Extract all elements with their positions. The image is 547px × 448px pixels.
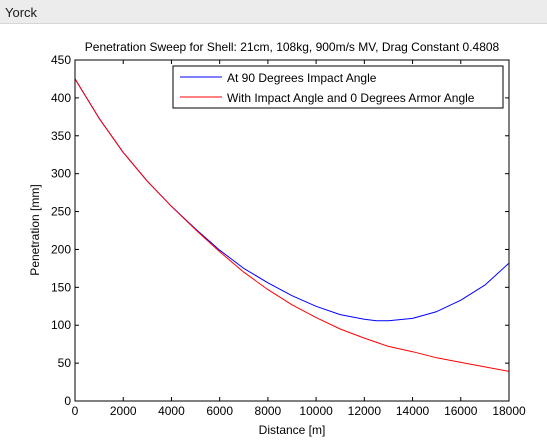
y-tick-label: 400 — [51, 91, 71, 105]
x-tick-label: 12000 — [348, 404, 382, 418]
x-tick-label: 14000 — [396, 404, 430, 418]
x-tick-label: 2000 — [110, 404, 137, 418]
x-tick-label: 8000 — [255, 404, 282, 418]
legend: At 90 Degrees Impact Angle With Impact A… — [172, 65, 504, 109]
legend-box — [172, 65, 504, 109]
chart-title: Penetration Sweep for Shell: 21cm, 108kg… — [85, 40, 500, 54]
y-axis-label: Penetration [mm] — [28, 184, 42, 275]
y-tick-label: 100 — [51, 318, 71, 332]
x-axis-label: Distance [m] — [259, 423, 326, 437]
x-tick-label: 6000 — [206, 404, 233, 418]
x-tick-label: 18000 — [492, 404, 526, 418]
x-tick-label: 16000 — [444, 404, 478, 418]
plot-frame — [74, 59, 510, 402]
y-tick-label: 350 — [51, 129, 71, 143]
y-tick-label: 300 — [51, 167, 71, 181]
window-titlebar: Yorck — [0, 0, 547, 24]
axis-ticks: 0 2000 4000 6000 8000 10000 12000 14000 16000 180… — [51, 53, 526, 418]
series-lines — [74, 78, 510, 372]
legend-label-series-2: With Impact Angle and 0 Degrees Armor An… — [227, 91, 475, 105]
y-tick-label: 0 — [64, 394, 71, 408]
legend-label-series-1: At 90 Degrees Impact Angle — [227, 71, 377, 85]
y-tick-label: 150 — [51, 280, 71, 294]
y-tick-label: 50 — [58, 356, 72, 370]
penetration-chart: Penetration Sweep for Shell: 21cm, 108kg… — [28, 40, 526, 437]
y-tick-label: 250 — [51, 205, 71, 219]
y-tick-label: 450 — [51, 53, 71, 67]
series-line-2 — [74, 78, 510, 372]
window-title: Yorck — [5, 5, 38, 20]
x-tick-label: 0 — [72, 404, 79, 418]
x-tick-label: 4000 — [158, 404, 185, 418]
plot-area — [75, 60, 509, 401]
y-tick-label: 200 — [51, 242, 71, 256]
figure-area: Penetration Sweep for Shell: 21cm, 108kg… — [0, 24, 547, 443]
x-tick-label: 10000 — [299, 404, 333, 418]
